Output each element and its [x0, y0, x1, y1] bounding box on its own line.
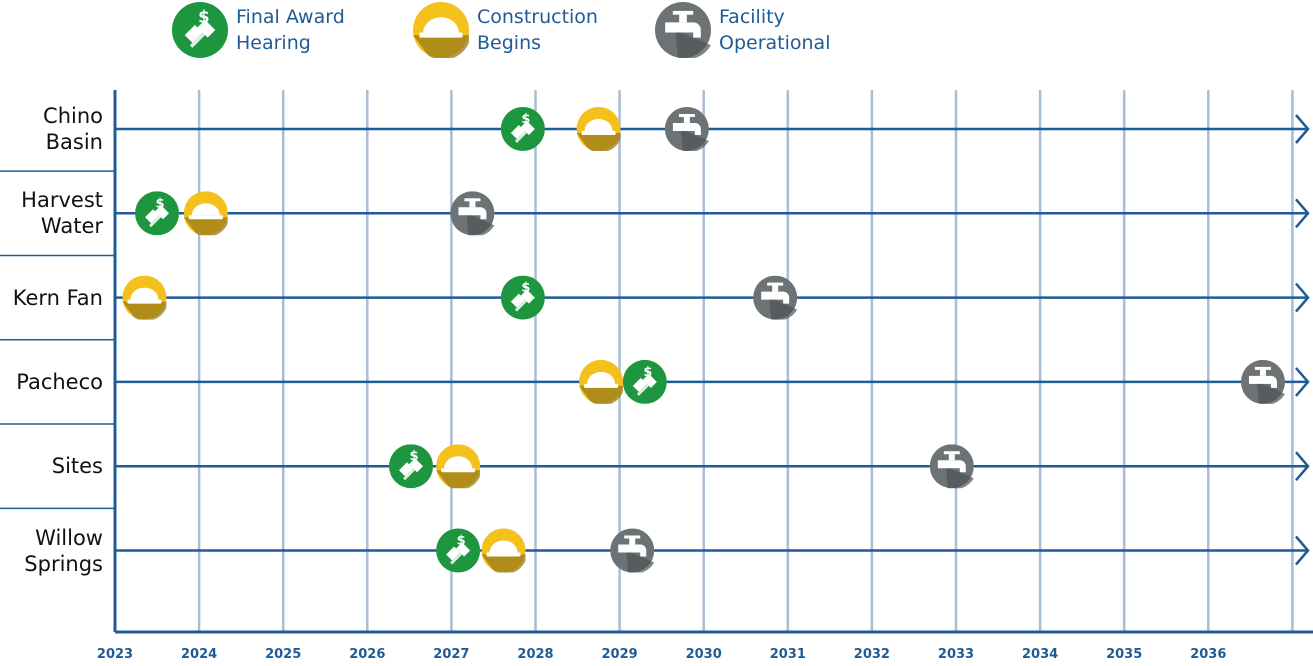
row-label-line2: Water — [40, 214, 103, 239]
construction-marker — [436, 444, 481, 489]
x-tick-label: 2026 — [349, 647, 385, 662]
x-tick-label: 2024 — [181, 647, 217, 662]
final-award-marker — [389, 444, 434, 489]
legend-label: Final Award Hearing — [236, 4, 345, 56]
handshake-dollar-icon — [172, 2, 228, 58]
legend-label-line1: Final Award — [236, 6, 345, 28]
row-label: Pacheco — [0, 369, 103, 395]
x-axis-tick-labels: 2023 2024 2025 2026 2027 2028 2029 2030 2031 2032… — [97, 647, 1226, 662]
row-label: Chino Basin — [0, 103, 103, 155]
final-award-marker — [622, 359, 667, 404]
row-arrowhead — [1295, 282, 1310, 313]
legend-label-line1: Construction — [477, 6, 598, 28]
legend-label-line2: Begins — [477, 32, 542, 54]
operational-marker — [753, 275, 798, 320]
row-label: Sites — [0, 453, 103, 479]
x-tick-label: 2025 — [265, 647, 301, 662]
row-arrowhead — [1295, 114, 1310, 144]
operational-marker — [664, 107, 709, 151]
row-label-line1: Willow — [35, 525, 103, 550]
construction-marker — [481, 528, 526, 573]
operational-marker — [450, 191, 495, 236]
row-arrowhead — [1295, 367, 1310, 397]
construction-marker — [576, 107, 621, 151]
legend-label-line2: Hearing — [236, 32, 311, 54]
construction-marker — [579, 359, 624, 404]
row-label: Harvest Water — [0, 187, 103, 239]
row-label-line1: Kern Fan — [12, 285, 103, 310]
x-tick-label: 2030 — [686, 647, 722, 662]
final-award-marker — [436, 528, 481, 573]
row-label-line1: Harvest — [21, 188, 103, 213]
legend-item-construction: Construction Begins — [413, 2, 598, 58]
x-tick-label: 2035 — [1106, 647, 1142, 662]
legend-item-award: Final Award Hearing — [172, 2, 345, 58]
final-award-marker — [500, 107, 545, 151]
x-tick-label: 2033 — [938, 647, 974, 662]
row-arrowhead — [1295, 535, 1310, 566]
x-tick-label: 2036 — [1190, 647, 1226, 662]
final-award-marker — [135, 191, 180, 236]
x-tick-label: 2023 — [97, 647, 133, 662]
x-tick-label: 2031 — [770, 647, 806, 662]
row-label-line1: Chino — [43, 104, 103, 128]
construction-marker — [122, 275, 167, 320]
grid-lines — [197, 90, 1294, 632]
legend-label-line1: Facility — [719, 6, 785, 28]
operational-marker — [1240, 359, 1285, 404]
row-arrowhead — [1295, 451, 1310, 482]
final-award-marker — [500, 275, 545, 320]
hard-hat-icon — [413, 2, 469, 58]
x-tick-label: 2034 — [1022, 647, 1058, 662]
row-label-line1: Pacheco — [16, 369, 103, 394]
legend-label: Facility Operational — [719, 4, 830, 56]
row-label-line2: Basin — [45, 130, 103, 154]
operational-marker — [929, 444, 974, 489]
timeline-rows — [0, 114, 1310, 566]
axes — [113, 90, 1313, 634]
x-tick-label: 2032 — [854, 647, 890, 662]
x-tick-label: 2028 — [517, 647, 553, 662]
faucet-icon — [655, 2, 711, 58]
row-label: Willow Springs — [0, 525, 103, 577]
operational-marker — [610, 528, 655, 573]
row-arrowhead — [1295, 198, 1310, 229]
row-label-line2: Springs — [24, 551, 103, 576]
row-label-line1: Sites — [51, 454, 103, 479]
legend-label-line2: Operational — [719, 32, 831, 54]
construction-marker — [183, 191, 228, 236]
x-tick-label: 2027 — [433, 647, 469, 662]
legend-item-operational: Facility Operational — [655, 2, 830, 58]
x-tick-label: 2029 — [602, 647, 638, 662]
row-label: Kern Fan — [0, 285, 103, 311]
legend-label: Construction Begins — [477, 4, 598, 56]
